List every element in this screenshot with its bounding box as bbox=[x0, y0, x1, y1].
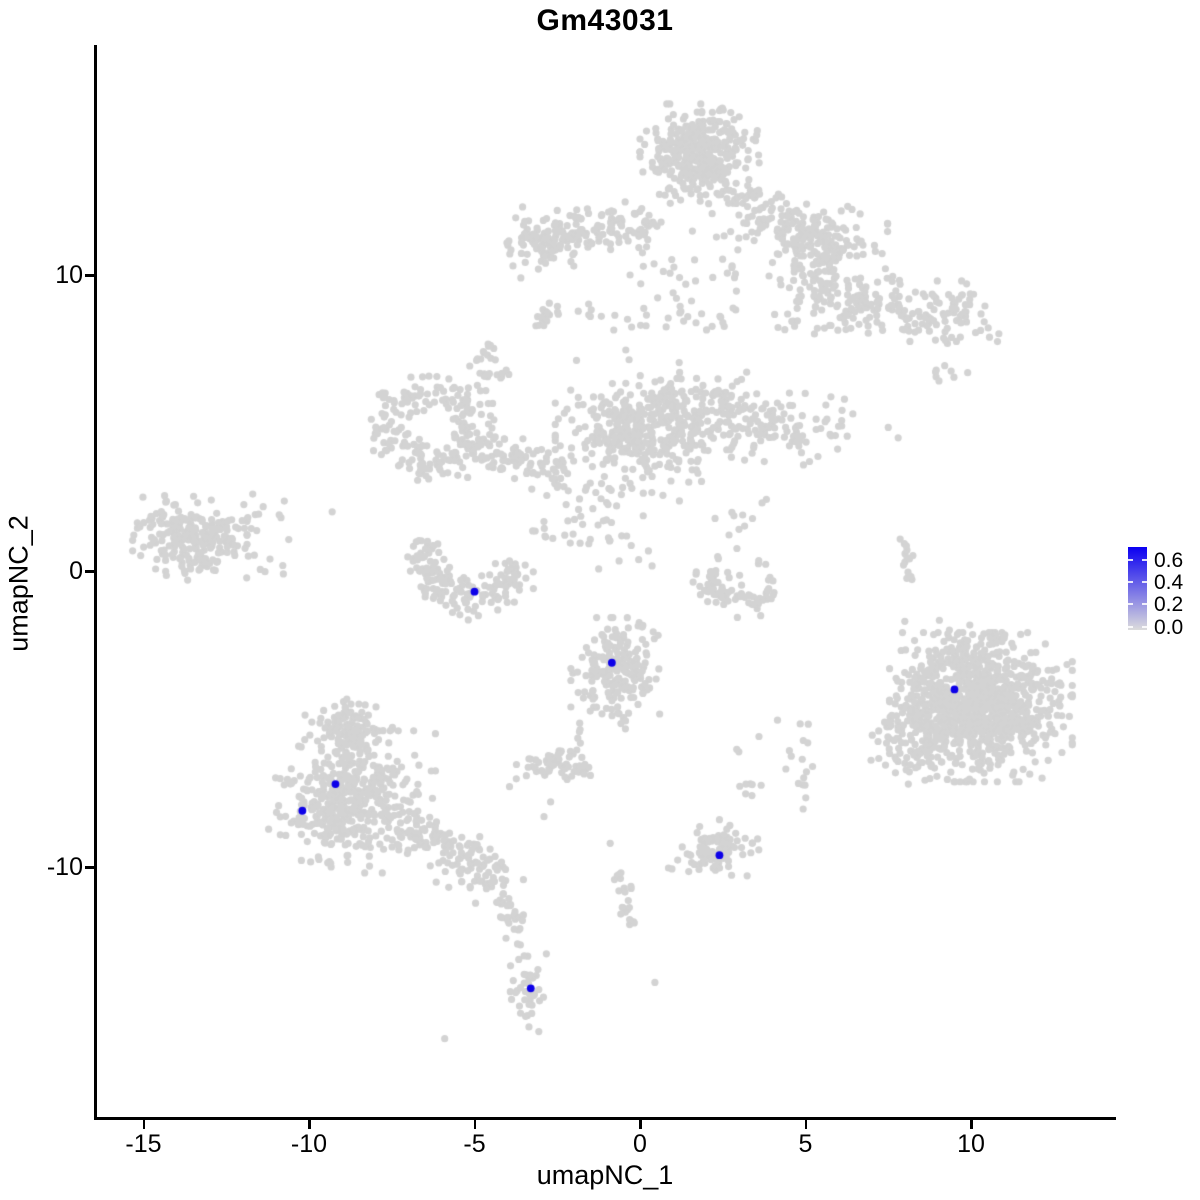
x-tick-mark bbox=[639, 1120, 642, 1129]
x-axis-title: umapNC_1 bbox=[536, 1160, 674, 1190]
x-tick-label: 5 bbox=[798, 1130, 813, 1158]
colorbar-tick-mark bbox=[1128, 625, 1133, 628]
y-tick-mark bbox=[85, 866, 94, 869]
x-tick-mark bbox=[804, 1120, 807, 1129]
x-tick-mark bbox=[970, 1120, 973, 1129]
y-tick-label: -10 bbox=[46, 853, 83, 881]
x-tick-mark bbox=[473, 1120, 476, 1129]
y-tick-label: 0 bbox=[69, 557, 83, 585]
colorbar-tick-label: 0.0 bbox=[1154, 615, 1184, 639]
colorbar-tick-mark bbox=[1142, 581, 1147, 584]
colorbar-tick-mark bbox=[1142, 558, 1147, 561]
y-tick-mark bbox=[85, 570, 94, 573]
x-tick-label: 0 bbox=[633, 1130, 647, 1158]
colorbar-gradient bbox=[1128, 547, 1147, 630]
x-axis-line bbox=[94, 1117, 1116, 1120]
x-tick-label: -15 bbox=[125, 1130, 162, 1158]
y-axis-title: umapNC_2 bbox=[3, 515, 34, 652]
x-tick-mark bbox=[308, 1120, 311, 1129]
colorbar-tick-mark bbox=[1128, 581, 1133, 584]
y-tick-mark bbox=[85, 274, 94, 277]
x-tick-mark bbox=[142, 1120, 145, 1129]
y-axis-line bbox=[94, 45, 97, 1120]
colorbar-tick-mark bbox=[1142, 603, 1147, 606]
y-tick-label: 10 bbox=[55, 261, 83, 289]
colorbar-tick-mark bbox=[1128, 603, 1133, 606]
colorbar-tick-label: 0.6 bbox=[1154, 548, 1184, 572]
colorbar-tick-label: 0.2 bbox=[1154, 593, 1184, 617]
colorbar-tick-mark bbox=[1128, 558, 1133, 561]
colorbar-tick-mark bbox=[1142, 625, 1147, 628]
x-tick-label: 10 bbox=[957, 1130, 985, 1158]
x-tick-label: -5 bbox=[463, 1130, 486, 1158]
plot-title: Gm43031 bbox=[536, 4, 674, 37]
colorbar-tick-label: 0.4 bbox=[1154, 571, 1184, 595]
x-tick-label: -10 bbox=[290, 1130, 328, 1158]
